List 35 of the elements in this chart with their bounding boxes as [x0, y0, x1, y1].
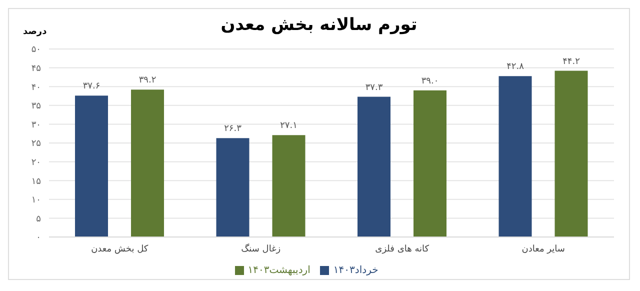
data-label: ۲۶.۳: [224, 124, 242, 134]
x-tick-label: کل بخش معدن: [91, 244, 149, 254]
y-tick-label: ۱۵: [31, 176, 42, 187]
y-tick-label: ۴۵: [31, 64, 42, 74]
data-label: ۲۷.۱: [280, 121, 298, 132]
y-tick-label: ۴۰: [31, 82, 41, 93]
bar: [272, 135, 306, 237]
y-tick-label: ۲۵: [31, 139, 42, 150]
data-label: ۴۲.۸: [506, 62, 524, 72]
chart-title: تورم سالانه بخش معدن: [220, 15, 418, 35]
y-tick-label: ۵: [36, 214, 42, 224]
legend-label: خرداد۱۴۰۳: [333, 265, 378, 276]
x-tick-label: کانه های فلزی: [375, 244, 430, 254]
x-tick-label: سایر معادن: [522, 244, 565, 254]
y-tick-label: ۳۵: [31, 102, 42, 112]
y-tick-label: ۵۰: [31, 45, 41, 56]
bar: [75, 96, 108, 237]
y-tick-label: ۲۰: [31, 158, 41, 168]
bar: [554, 70, 588, 237]
data-label: ۳۹.۰: [421, 76, 439, 86]
y-tick-label: ۳۰: [31, 120, 41, 130]
data-label: ۴۴.۲: [562, 56, 580, 67]
bar: [414, 90, 446, 237]
bar: [498, 76, 532, 237]
data-label: ۳۷.۶: [82, 82, 100, 92]
legend-label: اردیبهشت۱۴۰۳: [248, 265, 310, 276]
x-tick-label: زغال سنگ: [241, 242, 281, 254]
bar: [131, 90, 164, 237]
data-label: ۳۷.۳: [365, 82, 383, 93]
y-tick-label: ۱۰: [31, 196, 41, 206]
y-tick-label: ۰: [36, 233, 41, 244]
bar: [358, 96, 390, 237]
bar: [216, 138, 250, 237]
y-axis-title: درصد: [23, 27, 47, 37]
data-label: ۳۹.۲: [138, 76, 156, 86]
